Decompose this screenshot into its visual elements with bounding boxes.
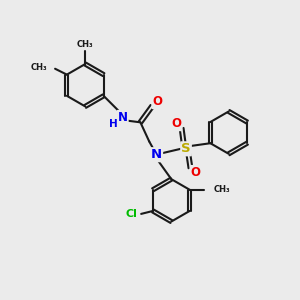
Text: CH₃: CH₃ — [213, 185, 230, 194]
Text: N: N — [151, 148, 162, 161]
Text: CH₃: CH₃ — [77, 40, 94, 50]
Text: O: O — [191, 166, 201, 179]
Text: S: S — [181, 142, 191, 155]
Text: Cl: Cl — [125, 209, 137, 219]
Text: O: O — [152, 95, 163, 108]
Text: N: N — [118, 111, 128, 124]
Text: H: H — [109, 119, 118, 129]
Text: CH₃: CH₃ — [30, 63, 47, 72]
Text: O: O — [171, 117, 181, 130]
